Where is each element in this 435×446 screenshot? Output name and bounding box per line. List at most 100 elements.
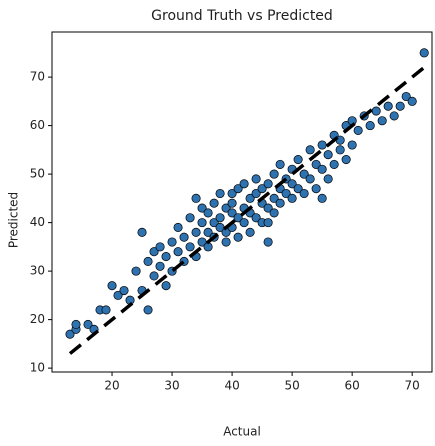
point — [233, 184, 243, 194]
point — [269, 208, 279, 218]
x-tick-label: 40 — [224, 379, 239, 393]
point — [401, 91, 411, 102]
point — [221, 203, 231, 213]
point — [305, 174, 315, 184]
point — [155, 242, 165, 252]
point — [389, 111, 399, 121]
point — [377, 116, 387, 126]
plot-frame — [51, 31, 433, 373]
point — [269, 193, 279, 203]
point — [215, 188, 225, 199]
point — [179, 232, 189, 242]
point — [113, 290, 123, 300]
point — [221, 237, 231, 247]
point — [245, 193, 255, 203]
point — [407, 96, 417, 106]
point — [71, 319, 81, 330]
point — [251, 213, 261, 223]
point — [209, 218, 219, 228]
point — [257, 184, 267, 194]
point — [209, 198, 219, 208]
point — [83, 319, 93, 330]
point — [203, 208, 213, 218]
point — [251, 174, 261, 184]
point — [101, 305, 111, 315]
point — [227, 208, 237, 218]
y-tick-label: 70 — [30, 70, 45, 84]
y-tick-label: 40 — [30, 215, 45, 229]
point — [395, 101, 405, 111]
point — [275, 159, 285, 169]
point — [293, 184, 303, 194]
point — [269, 169, 279, 179]
point — [197, 218, 207, 228]
point — [185, 213, 195, 223]
point — [137, 227, 147, 237]
point — [227, 188, 237, 199]
reference-line — [68, 66, 426, 355]
point — [317, 140, 327, 150]
point — [167, 237, 177, 247]
point — [161, 281, 171, 291]
point — [191, 227, 201, 237]
point — [371, 106, 381, 116]
point — [149, 247, 159, 257]
point — [311, 184, 321, 194]
point — [329, 159, 339, 169]
point — [287, 193, 297, 203]
point — [143, 305, 153, 315]
point — [197, 203, 207, 213]
point — [353, 125, 363, 136]
point — [107, 281, 117, 291]
point — [263, 203, 273, 213]
point — [239, 179, 249, 189]
point — [275, 198, 285, 208]
point — [281, 188, 291, 199]
point — [251, 188, 261, 199]
point — [173, 247, 183, 257]
x-tick-label: 20 — [104, 379, 119, 393]
point — [341, 155, 351, 165]
point — [65, 329, 75, 339]
point — [323, 174, 333, 184]
point — [293, 155, 303, 165]
point — [245, 227, 255, 237]
point — [323, 150, 333, 160]
point — [311, 159, 321, 169]
y-tick-label: 60 — [30, 118, 45, 132]
point — [263, 179, 273, 189]
point — [173, 222, 183, 233]
point — [263, 218, 273, 228]
point — [347, 140, 357, 150]
y-tick-label: 50 — [30, 167, 45, 181]
point — [287, 179, 297, 189]
point — [317, 193, 327, 203]
point — [131, 266, 141, 276]
chart-title: Ground Truth vs Predicted — [151, 8, 333, 24]
point — [161, 252, 171, 262]
point — [299, 169, 309, 179]
point — [305, 145, 315, 155]
point — [149, 271, 159, 281]
point — [119, 285, 129, 296]
point — [263, 237, 273, 247]
point — [299, 188, 309, 199]
y-tick-label: 30 — [30, 264, 45, 278]
point — [365, 121, 375, 131]
x-tick-label: 60 — [345, 379, 360, 393]
y-axis-label: Predicted — [7, 192, 21, 248]
y-tick-label: 20 — [30, 312, 45, 326]
point — [383, 101, 393, 111]
x-tick-label: 50 — [284, 379, 299, 393]
y-tick-label: 10 — [30, 361, 45, 375]
point — [317, 164, 327, 174]
x-tick-label: 70 — [405, 379, 420, 393]
x-tick-label: 30 — [164, 379, 179, 393]
point — [233, 213, 243, 223]
point — [227, 198, 237, 208]
point — [155, 261, 165, 271]
point — [191, 193, 201, 203]
point — [335, 145, 345, 155]
point — [239, 218, 249, 228]
